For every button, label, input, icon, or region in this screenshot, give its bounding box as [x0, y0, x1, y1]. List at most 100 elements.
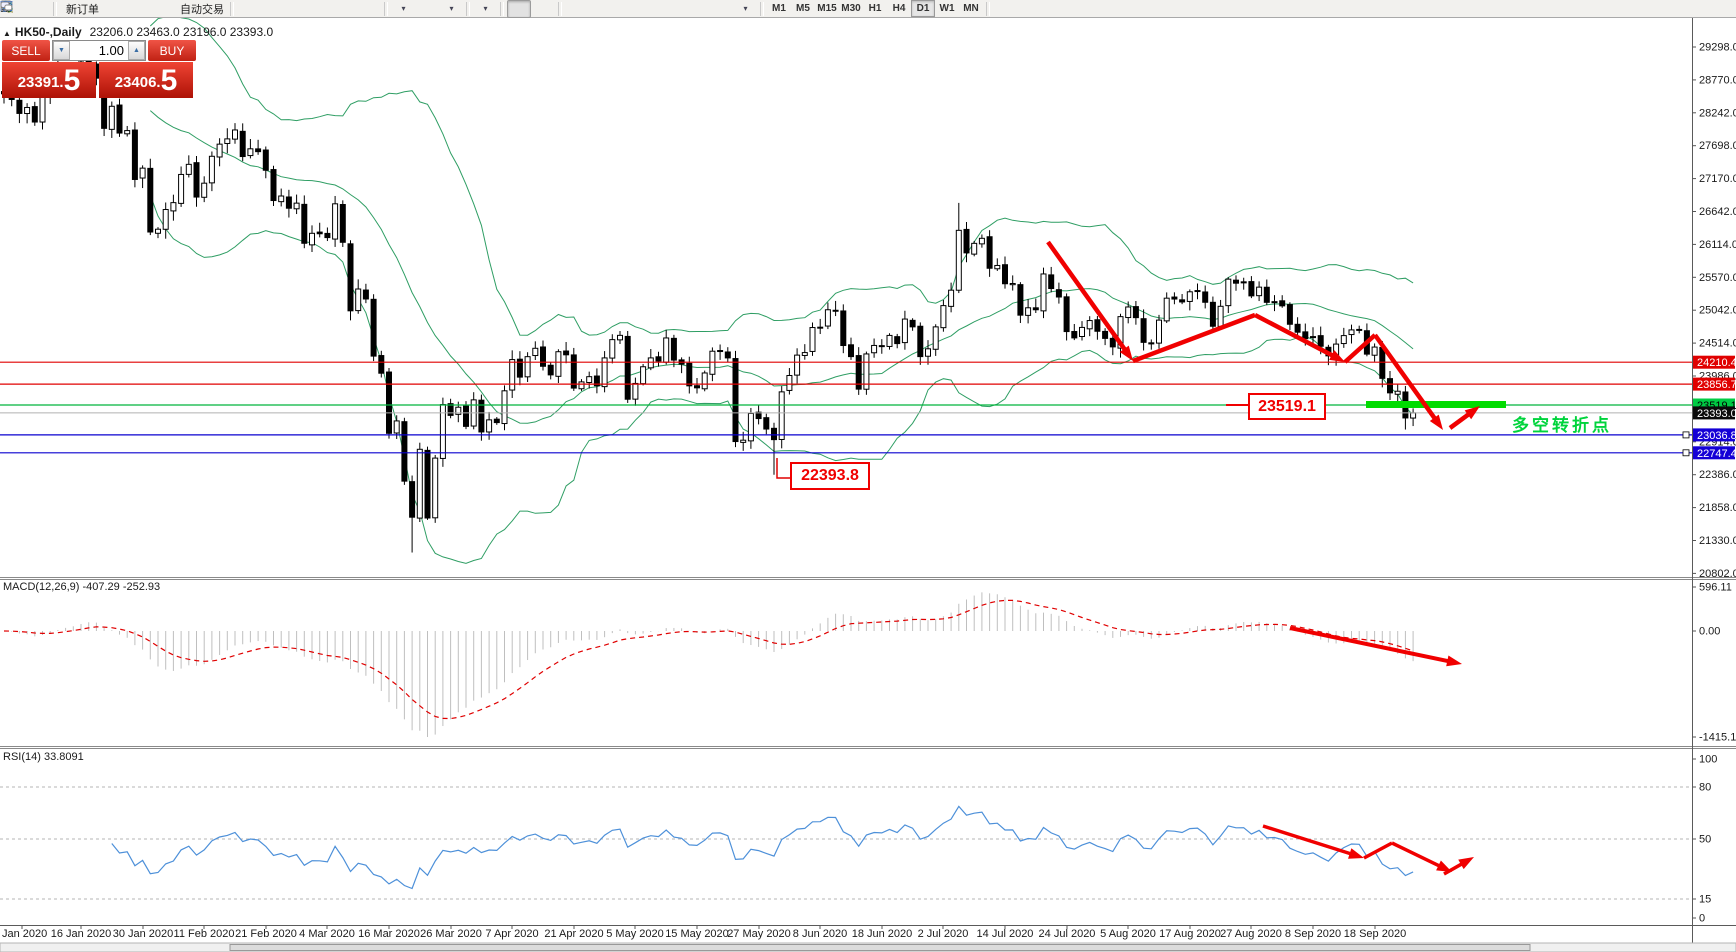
trend-arrow-head [1348, 848, 1364, 859]
line-handle[interactable] [1682, 431, 1690, 439]
timeframe-w1-button[interactable]: W1 [939, 3, 955, 14]
buy-price-tile[interactable]: 23406. 5 [99, 62, 193, 98]
indicators-button[interactable]: ▾ [0, 0, 415, 18]
templates-button[interactable]: ▾ [0, 0, 463, 18]
trend-arrow[interactable] [1363, 841, 1393, 860]
buy-price-big-digit: 5 [160, 64, 178, 97]
svg-text:26 Mar 2020: 26 Mar 2020 [420, 928, 482, 940]
svg-text:100: 100 [1699, 754, 1717, 766]
date-axis[interactable]: Jan 2020 16 Jan 2020 30 Jan 2020 11 Feb 202… [2, 926, 1406, 940]
svg-text:24210.4: 24210.4 [1697, 357, 1736, 369]
toolbar-separator [558, 1, 562, 16]
sell-price-dot: . [59, 74, 64, 91]
autotrading-button[interactable]: 自动交易 [1, 0, 227, 18]
tile-windows-button[interactable] [1, 0, 381, 18]
trend-arrow[interactable] [1132, 312, 1256, 364]
arrows-button[interactable]: ▾ [1, 0, 757, 18]
svg-text:28242.0: 28242.0 [1699, 107, 1736, 119]
scrollbar-thumb[interactable] [229, 944, 1531, 951]
svg-text:26114.0: 26114.0 [1699, 239, 1736, 251]
equidistant-channel-button[interactable]: E [0, 0, 661, 18]
market-watch-button[interactable] [0, 0, 150, 18]
sell-price-big-digit: 5 [63, 64, 81, 97]
svg-text:17 Aug 2020: 17 Aug 2020 [1159, 928, 1221, 940]
line-handle[interactable] [1682, 449, 1690, 457]
vertical-line-button[interactable] [5, 0, 589, 18]
svg-text:25570.0: 25570.0 [1699, 272, 1736, 284]
trendline-button[interactable] [1, 0, 637, 18]
trend-arrow[interactable] [1343, 333, 1377, 364]
timeframe-d1-button[interactable]: D1 [911, 0, 935, 17]
trend-arrow[interactable] [1046, 240, 1128, 353]
text-button[interactable]: A [3, 0, 709, 18]
one-click-trading-panel: SELL ▼ ▲ BUY 23391.5 23406.5 [2, 40, 196, 98]
macd-readout: MACD(12,26,9) -407.29 -252.93 [3, 581, 161, 593]
timeframe-m5-button[interactable]: M5 [796, 3, 810, 14]
svg-text:21330.0: 21330.0 [1699, 535, 1736, 547]
green-highlight-bar[interactable] [1366, 401, 1506, 408]
timeframe-m30-button[interactable]: M30 [841, 3, 861, 14]
support-price-callout[interactable]: 22393.8 [790, 462, 870, 490]
crosshair-button[interactable] [1, 0, 555, 18]
sell-price-tile[interactable]: 23391. 5 [2, 62, 96, 98]
svg-text:8 Sep 2020: 8 Sep 2020 [1285, 928, 1341, 940]
label-button[interactable]: T [0, 0, 733, 18]
trend-arrow[interactable] [1443, 861, 1465, 876]
trend-arrow[interactable] [1373, 333, 1438, 422]
symbol-period-label: HK50-,Daily [14, 25, 82, 39]
svg-text:27 May 2020: 27 May 2020 [727, 928, 791, 940]
volume-increase-button[interactable]: ▲ [128, 41, 145, 60]
chart-type-button[interactable]: ▾ [0, 0, 497, 18]
periods-button[interactable] [1, 0, 439, 18]
timeframe-m1-button[interactable]: M1 [772, 3, 786, 14]
volume-stepper: ▼ ▲ [52, 40, 146, 61]
cursor-button[interactable] [4, 0, 531, 18]
trend-arrow[interactable] [1253, 313, 1336, 359]
toolbar-separator [760, 1, 764, 16]
toolbar-separator [53, 1, 57, 16]
resistance-price-callout[interactable]: 23519.1 [1248, 393, 1326, 420]
one-click-expander-icon[interactable]: ▲ [3, 29, 11, 38]
timeframe-h4-button[interactable]: H4 [892, 3, 906, 14]
trend-arrow[interactable] [1262, 824, 1354, 857]
zoom-out-button[interactable] [1, 0, 357, 18]
history-center-button[interactable] [0, 0, 126, 18]
chat-button[interactable] [0, 0, 1734, 18]
price-scale[interactable]: 29298.0 28770.0 28242.0 27698.0 27170.0 26642… [1692, 42, 1736, 925]
svg-text:18 Jun 2020: 18 Jun 2020 [852, 928, 913, 940]
bar-chart-button[interactable] [2, 0, 261, 18]
svg-text:11 Feb 2020: 11 Feb 2020 [174, 928, 235, 940]
svg-text:24514.0: 24514.0 [1699, 338, 1736, 350]
svg-text:30 Jan 2020: 30 Jan 2020 [113, 928, 174, 940]
toolbar-separator [500, 1, 504, 16]
profiles-button[interactable] [0, 0, 50, 18]
search-button[interactable] [1, 0, 1710, 18]
pivot-point-label[interactable]: 多空转折点 [1512, 416, 1612, 435]
fibonacci-button[interactable]: F [1, 0, 685, 18]
trend-arrow[interactable] [1289, 626, 1451, 664]
svg-text:27698.0: 27698.0 [1699, 140, 1736, 152]
candlestick-chart-button[interactable] [1, 0, 285, 18]
horizontal-line-button[interactable] [1, 0, 613, 18]
timeframe-m15-button[interactable]: M15 [817, 3, 837, 14]
timeframe-h1-button[interactable]: H1 [868, 3, 882, 14]
signals-button[interactable] [1, 0, 174, 18]
trend-arrow[interactable] [1448, 411, 1472, 430]
timeframe-mn-button[interactable]: MN [963, 3, 979, 14]
trend-arrow-head [1329, 350, 1345, 362]
volume-input[interactable] [70, 41, 128, 60]
svg-text:4 Mar 2020: 4 Mar 2020 [299, 928, 355, 940]
svg-text:23393.0: 23393.0 [1697, 408, 1736, 420]
svg-text:26642.0: 26642.0 [1699, 206, 1736, 218]
volume-decrease-button[interactable]: ▼ [53, 41, 70, 60]
trend-arrow-head [1458, 857, 1474, 870]
svg-text:27 Aug 2020: 27 Aug 2020 [1220, 928, 1282, 940]
trend-arrow[interactable] [1391, 841, 1442, 869]
svg-text:5 Aug 2020: 5 Aug 2020 [1100, 928, 1156, 940]
line-chart-button[interactable] [0, 0, 309, 18]
buy-button[interactable]: BUY [148, 40, 196, 61]
new-order-button[interactable]: 新订单 [1, 0, 102, 18]
svg-text:50: 50 [1699, 834, 1711, 846]
zoom-in-button[interactable] [1, 0, 333, 18]
sell-button[interactable]: SELL [2, 40, 50, 61]
